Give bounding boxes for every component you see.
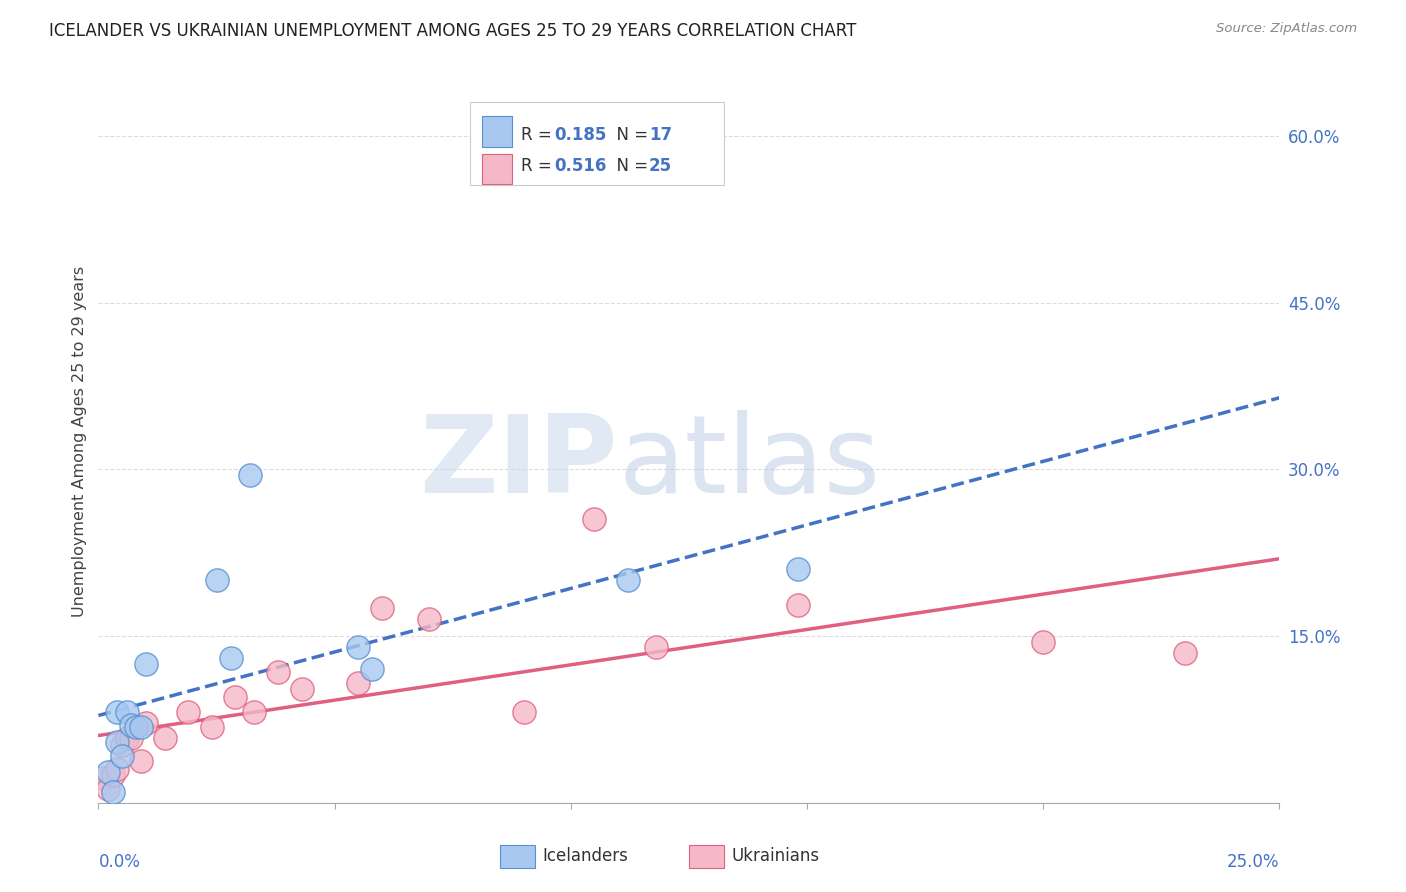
Text: Source: ZipAtlas.com: Source: ZipAtlas.com bbox=[1216, 22, 1357, 36]
Text: 25.0%: 25.0% bbox=[1227, 854, 1279, 871]
Y-axis label: Unemployment Among Ages 25 to 29 years: Unemployment Among Ages 25 to 29 years bbox=[72, 266, 87, 617]
Point bbox=[512, 705, 534, 719]
Point bbox=[1032, 634, 1054, 648]
Point bbox=[1174, 646, 1197, 660]
Text: 0.0%: 0.0% bbox=[98, 854, 141, 871]
Text: ICELANDER VS UKRAINIAN UNEMPLOYMENT AMONG AGES 25 TO 29 YEARS CORRELATION CHART: ICELANDER VS UKRAINIAN UNEMPLOYMENT AMON… bbox=[49, 22, 856, 40]
Point bbox=[205, 574, 228, 588]
Point bbox=[101, 785, 124, 799]
Point bbox=[121, 718, 143, 732]
Point bbox=[201, 720, 224, 734]
Point bbox=[239, 467, 262, 482]
Point bbox=[129, 754, 152, 768]
Text: Icelanders: Icelanders bbox=[543, 847, 628, 865]
Point bbox=[153, 731, 176, 746]
Point bbox=[786, 598, 808, 612]
Point bbox=[105, 734, 128, 748]
Text: atlas: atlas bbox=[619, 410, 880, 516]
Point bbox=[347, 640, 370, 655]
Point bbox=[121, 731, 143, 746]
Point bbox=[786, 562, 808, 576]
Point bbox=[371, 601, 394, 615]
Point bbox=[224, 690, 246, 705]
Point bbox=[111, 738, 134, 752]
Text: N =: N = bbox=[606, 126, 654, 144]
Point bbox=[243, 705, 266, 719]
Point bbox=[219, 651, 242, 665]
FancyBboxPatch shape bbox=[471, 102, 724, 185]
Point bbox=[616, 574, 638, 588]
Bar bbox=[482, 154, 512, 185]
Point bbox=[111, 749, 134, 764]
Point bbox=[135, 657, 157, 671]
Point bbox=[101, 768, 124, 782]
Text: 17: 17 bbox=[648, 126, 672, 144]
Text: R =: R = bbox=[522, 157, 557, 176]
Point bbox=[418, 612, 440, 626]
Point bbox=[583, 512, 606, 526]
Text: 0.185: 0.185 bbox=[554, 126, 606, 144]
Point bbox=[135, 715, 157, 730]
Text: Ukrainians: Ukrainians bbox=[731, 847, 820, 865]
Text: N =: N = bbox=[606, 157, 654, 176]
Point bbox=[115, 705, 138, 719]
Text: 25: 25 bbox=[648, 157, 672, 176]
Point bbox=[125, 720, 148, 734]
Point bbox=[177, 705, 200, 719]
Point bbox=[91, 772, 114, 786]
Bar bbox=[501, 845, 536, 868]
Text: ZIP: ZIP bbox=[419, 410, 619, 516]
Point bbox=[361, 662, 384, 676]
Point bbox=[644, 640, 666, 655]
Point bbox=[347, 675, 370, 690]
Point bbox=[105, 763, 128, 777]
Text: 0.516: 0.516 bbox=[554, 157, 606, 176]
Point bbox=[129, 720, 152, 734]
Bar bbox=[689, 845, 724, 868]
Point bbox=[105, 705, 128, 719]
Point bbox=[115, 731, 138, 746]
Point bbox=[97, 764, 120, 779]
Point bbox=[290, 682, 312, 697]
Text: R =: R = bbox=[522, 126, 557, 144]
Point bbox=[97, 782, 120, 797]
Bar bbox=[482, 116, 512, 147]
Point bbox=[267, 665, 290, 679]
